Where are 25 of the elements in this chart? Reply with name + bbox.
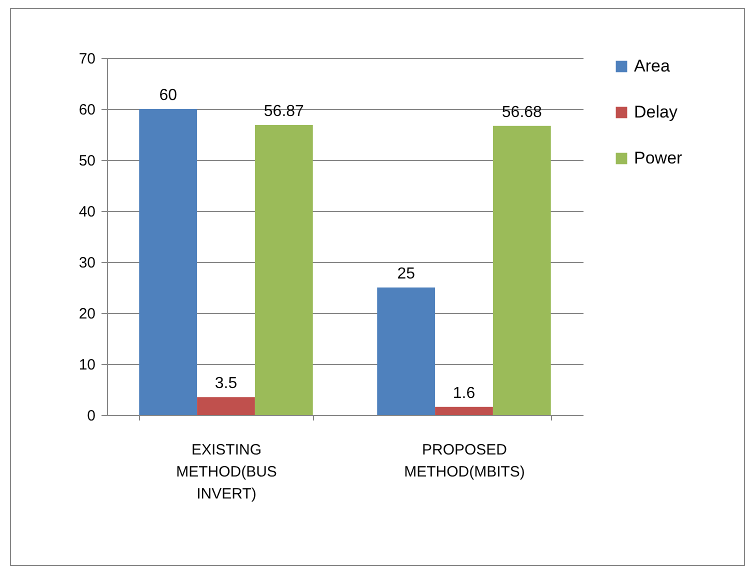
legend-label: Power <box>634 148 683 168</box>
data-label: 3.5 <box>214 375 238 392</box>
x-tick-label: PROPOSED METHOD(MBITS) <box>404 442 525 480</box>
legend-label: Delay <box>634 102 678 122</box>
bar <box>492 126 551 415</box>
data-label: 56.87 <box>264 102 304 120</box>
data-label: 56.68 <box>502 104 542 121</box>
data-label: 1.6 <box>452 384 476 402</box>
bar <box>435 406 493 415</box>
y-tick-label: 40 <box>78 204 96 220</box>
data-label: 60 <box>159 87 178 104</box>
bar <box>139 109 198 415</box>
y-tick-label: 60 <box>78 102 96 118</box>
y-tick-label: 50 <box>78 152 96 170</box>
bar <box>254 124 313 415</box>
data-label: 25 <box>397 266 416 282</box>
y-tick-label: 20 <box>78 306 96 322</box>
y-tick-label: 70 <box>78 50 96 68</box>
legend-label: Area <box>634 56 670 76</box>
x-tick-label: EXISTING METHOD(BUS INVERT) <box>176 442 277 502</box>
y-tick-label: 0 <box>87 408 96 424</box>
y-tick-label: 10 <box>78 356 96 374</box>
bar <box>377 288 436 415</box>
bar <box>197 397 255 415</box>
y-tick-label: 30 <box>78 254 96 272</box>
